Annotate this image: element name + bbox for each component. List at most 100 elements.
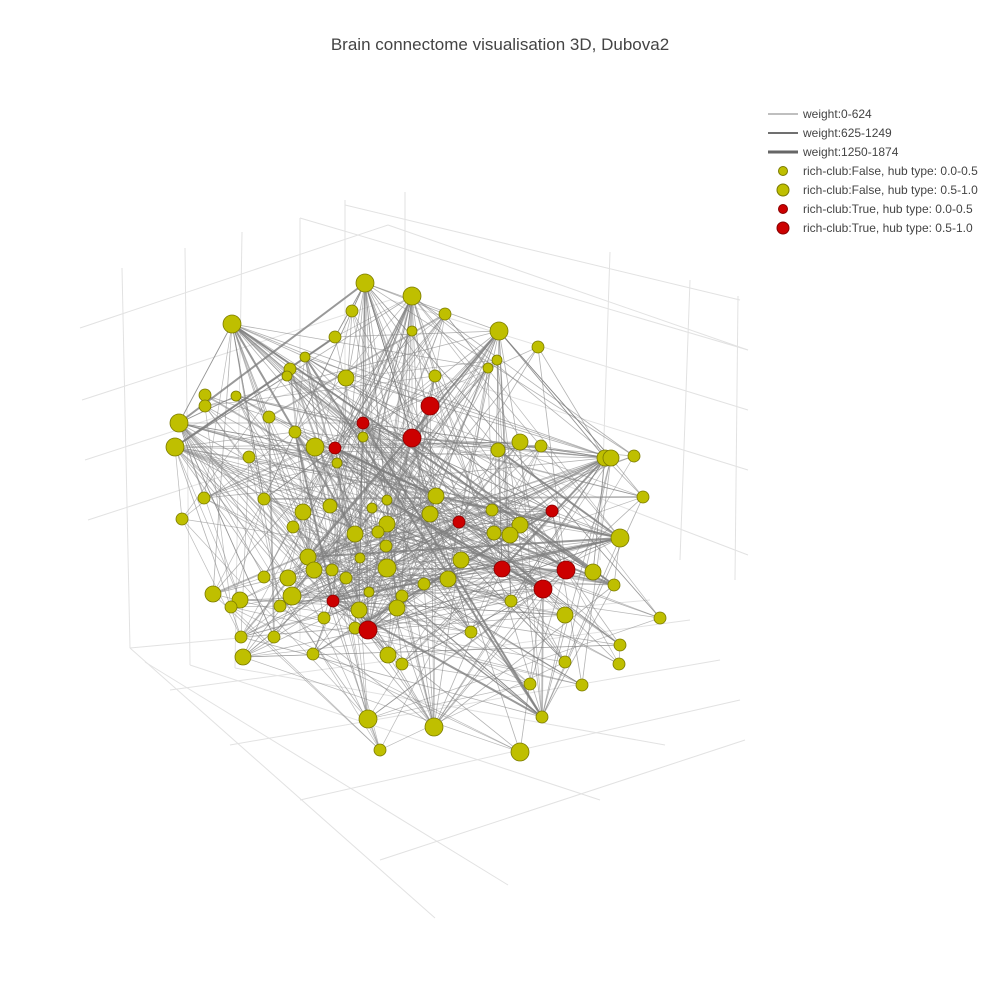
node [535, 710, 549, 724]
node [234, 648, 252, 666]
node-rich-club [402, 428, 422, 448]
node [262, 410, 276, 424]
node-rich-club [545, 504, 559, 518]
node [452, 551, 470, 569]
node [575, 678, 589, 692]
node [350, 601, 368, 619]
node [417, 577, 431, 591]
node [288, 425, 302, 439]
legend-label: rich-club:False, hub type: 0.0-0.5 [803, 164, 978, 178]
node [305, 437, 325, 457]
node [534, 439, 548, 453]
node [504, 594, 518, 608]
node [439, 570, 457, 588]
node [339, 571, 353, 585]
legend-item[interactable]: weight:0-624 [768, 107, 872, 121]
node [464, 625, 478, 639]
node [230, 390, 242, 402]
node [346, 525, 364, 543]
node [523, 677, 537, 691]
node [602, 449, 620, 467]
node [482, 362, 494, 374]
node [491, 354, 503, 366]
node [357, 431, 369, 443]
node [402, 286, 422, 306]
node [224, 600, 238, 614]
node [406, 325, 418, 337]
node [636, 490, 650, 504]
legend-item[interactable]: weight:625-1249 [768, 126, 892, 140]
legend-item[interactable]: weight:1250-1874 [768, 145, 899, 159]
node [373, 743, 387, 757]
node-rich-club [493, 560, 511, 578]
node [371, 525, 385, 539]
node [428, 369, 442, 383]
node [607, 578, 621, 592]
node [421, 505, 439, 523]
node [306, 647, 320, 661]
node [653, 611, 667, 625]
legend-marker-swatch [776, 221, 790, 235]
node [322, 498, 338, 514]
node [363, 586, 375, 598]
legend-marker-swatch [778, 166, 788, 176]
node-rich-club [556, 560, 576, 580]
node [331, 457, 343, 469]
node [395, 657, 409, 671]
node [299, 351, 311, 363]
node [489, 321, 509, 341]
node [267, 630, 281, 644]
node [485, 503, 499, 517]
node-rich-club [358, 620, 378, 640]
node-rich-club [326, 594, 340, 608]
node [198, 399, 212, 413]
legend-label: rich-club:False, hub type: 0.5-1.0 [803, 183, 978, 197]
node-rich-club [356, 416, 370, 430]
node [204, 585, 222, 603]
node [273, 599, 287, 613]
node [355, 273, 375, 293]
node [197, 491, 211, 505]
node [165, 437, 185, 457]
legend-marker-swatch [778, 204, 788, 214]
node [234, 630, 248, 644]
node [257, 492, 271, 506]
node [377, 558, 397, 578]
node [501, 526, 519, 544]
node [169, 413, 189, 433]
legend-item[interactable]: rich-club:False, hub type: 0.5-1.0 [776, 183, 978, 197]
chart-title: Brain connectome visualisation 3D, Dubov… [331, 35, 669, 54]
node [358, 709, 378, 729]
legend-item[interactable]: rich-club:True, hub type: 0.5-1.0 [776, 221, 973, 235]
node [281, 370, 293, 382]
legend-label: weight:1250-1874 [802, 145, 899, 159]
legend[interactable]: weight:0-624 weight:625-1249 weight:1250-1… [768, 107, 978, 235]
legend-label: weight:0-624 [802, 107, 872, 121]
node [558, 655, 572, 669]
node [438, 307, 452, 321]
edge-layer [174, 282, 661, 753]
node-layer [165, 273, 667, 762]
node [381, 494, 393, 506]
node [354, 552, 366, 564]
node [490, 442, 506, 458]
node [294, 503, 312, 521]
node [486, 525, 502, 541]
legend-label: rich-club:True, hub type: 0.0-0.5 [803, 202, 973, 216]
node [531, 340, 545, 354]
node [345, 304, 359, 318]
node [317, 611, 331, 625]
legend-label: rich-club:True, hub type: 0.5-1.0 [803, 221, 973, 235]
node [366, 502, 378, 514]
node [556, 606, 574, 624]
legend-marker-swatch [776, 183, 790, 197]
node [511, 516, 529, 534]
node [242, 450, 256, 464]
node [286, 520, 300, 534]
node [328, 330, 342, 344]
legend-item[interactable]: rich-club:True, hub type: 0.0-0.5 [778, 202, 973, 216]
legend-item[interactable]: rich-club:False, hub type: 0.0-0.5 [778, 164, 979, 178]
node-rich-club [420, 396, 440, 416]
node [388, 599, 406, 617]
